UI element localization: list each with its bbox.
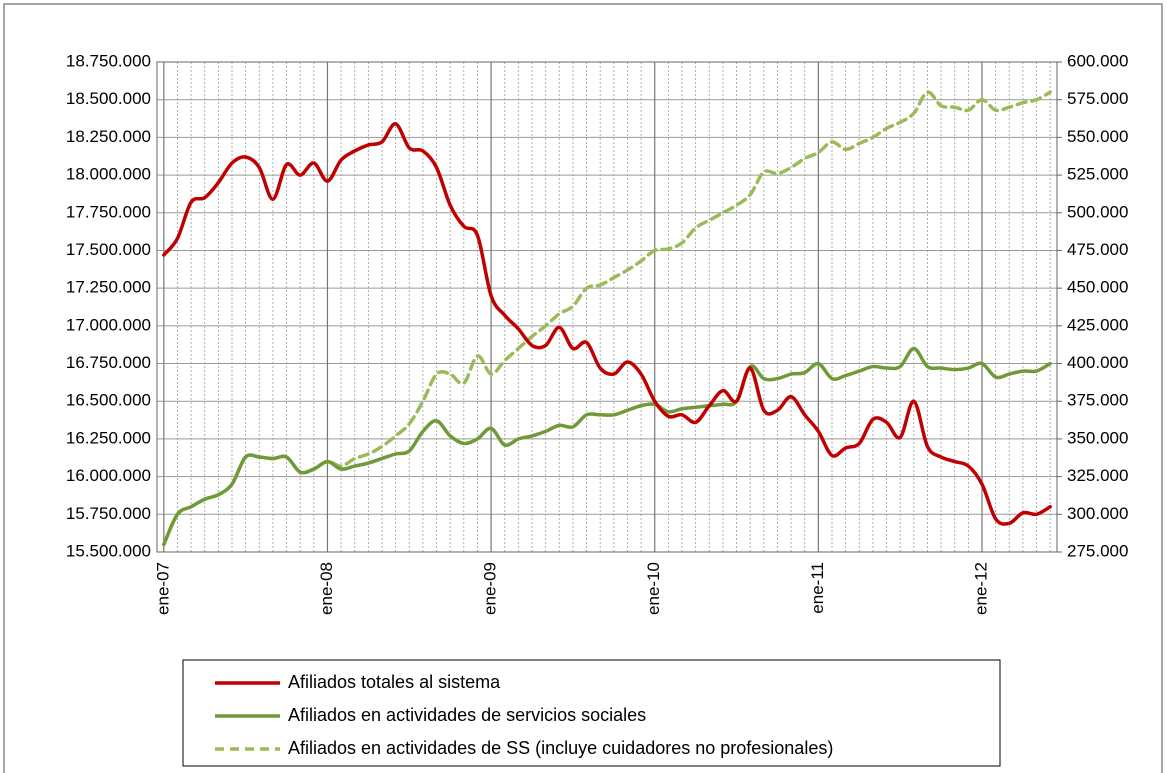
x-tick-label: ene-12	[971, 562, 990, 615]
y2-tick-label: 325.000	[1067, 466, 1128, 485]
y2-tick-label: 525.000	[1067, 165, 1128, 184]
y2-tick-label: 575.000	[1067, 89, 1128, 108]
y2-tick-label: 275.000	[1067, 541, 1128, 560]
y-tick-label: 16.250.000	[66, 428, 151, 447]
legend-label: Afiliados en actividades de servicios so…	[288, 705, 646, 725]
x-tick-label: ene-08	[317, 562, 336, 615]
y-tick-label: 18.250.000	[66, 127, 151, 146]
data-line	[162, 346, 1052, 547]
y-tick-label: 18.000.000	[66, 165, 151, 184]
y-tick-label: 18.500.000	[66, 89, 151, 108]
y2-tick-label: 600.000	[1067, 51, 1128, 70]
y2-tick-label: 475.000	[1067, 240, 1128, 259]
y2-tick-label: 500.000	[1067, 202, 1128, 221]
y2-tick-label: 400.000	[1067, 353, 1128, 372]
y-tick-label: 16.750.000	[66, 353, 151, 372]
y-tick-label: 18.750.000	[66, 51, 151, 70]
legend-label: Afiliados totales al sistema	[288, 672, 501, 692]
y2-tick-label: 425.000	[1067, 315, 1128, 334]
y-tick-label: 15.750.000	[66, 504, 151, 523]
x-tick-label: ene-10	[644, 562, 663, 615]
y-tick-label: 17.750.000	[66, 202, 151, 221]
y2-tick-label: 300.000	[1067, 504, 1128, 523]
legend: Afiliados totales al sistema Afiliados en…	[215, 672, 833, 758]
y-tick-label: 17.500.000	[66, 240, 151, 259]
x-tick-label: ene-09	[481, 562, 500, 615]
y2-tick-label: 450.000	[1067, 278, 1128, 297]
legend-box	[182, 659, 1001, 767]
y2-tick-label: 550.000	[1067, 127, 1128, 146]
y-tick-label: 16.500.000	[66, 391, 151, 410]
plot-border	[156, 61, 1058, 553]
plot-area	[157, 62, 1057, 552]
y-tick-label: 16.000.000	[66, 466, 151, 485]
data-line	[162, 122, 1052, 526]
y2-tick-label: 375.000	[1067, 391, 1128, 410]
y-tick-label: 17.000.000	[66, 315, 151, 334]
legend-label: Afiliados en actividades de SS (incluye …	[288, 738, 833, 758]
x-tick-label: ene-11	[808, 562, 827, 614]
y-tick-label: 17.250.000	[66, 278, 151, 297]
y2-tick-label: 350.000	[1067, 428, 1128, 447]
y-tick-label: 15.500.000	[66, 541, 151, 560]
x-tick-label: ene-07	[153, 562, 172, 615]
